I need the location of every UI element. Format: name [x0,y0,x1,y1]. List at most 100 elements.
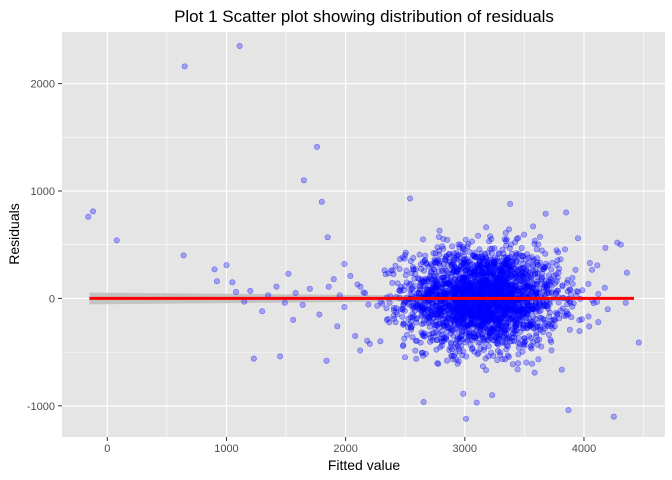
data-point [479,363,486,370]
data-point [473,266,480,273]
data-point [515,339,522,346]
data-point [519,272,526,279]
data-point [428,304,435,311]
data-point [510,303,517,310]
data-point [532,289,539,296]
data-point [490,285,497,292]
data-point [450,307,457,314]
data-point [500,299,507,306]
data-point [524,262,531,269]
data-point [483,307,490,314]
data-point [452,303,459,310]
data-point [521,231,528,238]
data-point [512,284,519,291]
data-point [480,305,487,312]
data-point [531,369,538,376]
data-point [341,303,348,310]
data-point [397,306,404,313]
data-point [518,245,525,252]
data-point [441,290,448,297]
data-point [534,341,541,348]
data-point [438,306,445,313]
data-point [514,366,521,373]
data-point [437,307,444,314]
data-point [434,244,441,251]
data-point [503,305,510,312]
data-point [454,286,461,293]
data-point [445,251,452,258]
data-point [505,226,512,233]
data-point [564,301,571,308]
data-point [520,340,527,347]
data-point [454,317,461,324]
data-point [524,251,531,258]
data-point [300,177,307,184]
data-point [485,269,492,276]
data-point [529,306,536,313]
data-point [442,322,449,329]
data-point [453,288,460,295]
data-point [525,260,532,267]
data-point [524,311,531,318]
data-point [384,315,391,322]
data-point [486,302,493,309]
data-point [445,310,452,317]
data-point [459,276,466,283]
data-point [500,276,507,283]
data-point [465,277,472,284]
data-point [441,309,448,316]
data-point [472,313,479,320]
data-point [541,288,548,295]
data-point [490,259,497,266]
data-point [530,256,537,263]
data-point [488,315,495,322]
data-point [486,281,493,288]
data-point [451,285,458,292]
data-point [493,304,500,311]
data-point [442,319,449,326]
data-point [471,249,478,256]
data-point [531,237,538,244]
data-point [522,338,529,345]
data-point [484,310,491,317]
data-point [518,252,525,259]
data-point [535,356,542,363]
data-point [488,319,495,326]
data-point [417,304,424,311]
data-point [433,259,440,266]
data-point [486,333,493,340]
x-tick-label: 3000 [453,443,477,455]
data-point [481,282,488,289]
data-point [493,340,500,347]
data-point [492,257,499,264]
data-point [464,324,471,331]
data-point [459,290,466,297]
data-point [483,313,490,320]
data-point [444,279,451,286]
data-point [482,302,489,309]
data-point [429,330,436,337]
data-point [479,283,486,290]
data-point [533,259,540,266]
data-point [416,306,423,313]
data-point [586,323,593,330]
data-point [454,333,461,340]
data-point [464,322,471,329]
data-point [476,322,483,329]
data-point [480,281,487,288]
data-point [491,300,498,307]
data-point [442,334,449,341]
data-point [497,273,504,280]
data-point [477,321,484,328]
data-point [453,310,460,317]
data-point [452,289,459,296]
data-point [524,279,531,286]
data-point [506,335,513,342]
data-point [602,244,609,251]
data-point [422,350,429,357]
data-point [595,290,602,297]
data-point [459,245,466,252]
data-point [520,342,527,349]
data-point [407,314,414,321]
data-point [473,278,480,285]
